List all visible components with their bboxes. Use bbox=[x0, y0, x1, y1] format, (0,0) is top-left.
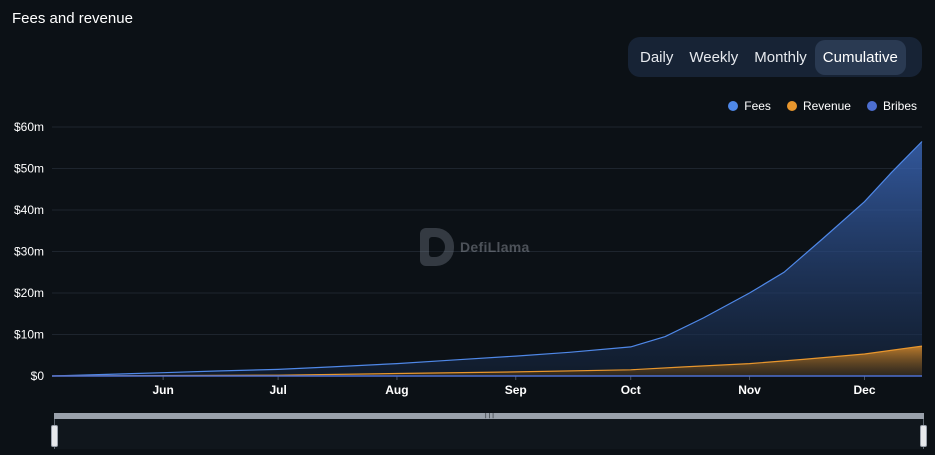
legend-dot-revenue bbox=[786, 101, 797, 111]
series-area-revenue bbox=[52, 346, 922, 376]
y-tick-label: $20m bbox=[14, 286, 44, 300]
zoom-preview-area[interactable] bbox=[54, 419, 924, 449]
tab-cumulative[interactable]: Cumulative bbox=[814, 39, 906, 75]
legend-label-bribes: Bribes bbox=[882, 99, 917, 113]
defillama-watermark: DefiLlama bbox=[420, 228, 530, 266]
legend-item-revenue[interactable]: Revenue bbox=[786, 99, 851, 113]
x-tick-label: Jul bbox=[269, 383, 286, 397]
y-tick-label: $10m bbox=[14, 328, 44, 342]
x-tick-label: Sep bbox=[505, 383, 527, 397]
zoom-grip-icon[interactable]: ||| bbox=[484, 412, 495, 419]
zoom-handle-left[interactable] bbox=[51, 425, 58, 447]
legend-label-fees: Fees bbox=[744, 99, 771, 113]
x-axis: Jun Jul Aug Sep Oct Nov Dec bbox=[152, 376, 876, 397]
y-axis: $0 $10m $20m $30m $40m $50m $60m bbox=[14, 120, 44, 383]
legend-dot-fees bbox=[728, 101, 739, 111]
y-tick-label: $30m bbox=[14, 245, 44, 259]
series-line-fees[interactable] bbox=[51, 141, 923, 377]
x-tick-label: Nov bbox=[738, 383, 761, 397]
y-tick-label: $0 bbox=[31, 369, 45, 383]
data-zoom-slider[interactable]: ||| bbox=[51, 413, 927, 449]
zoom-handle-right[interactable] bbox=[920, 425, 927, 447]
y-tick-label: $60m bbox=[14, 120, 44, 134]
tab-monthly[interactable]: Monthly bbox=[754, 48, 807, 66]
x-tick-label: Jun bbox=[152, 383, 173, 397]
chart-title: Fees and revenue bbox=[12, 10, 133, 27]
legend-label-revenue: Revenue bbox=[802, 99, 851, 113]
watermark-text: DefiLlama bbox=[460, 239, 530, 255]
legend-dot-bribes bbox=[866, 101, 877, 111]
y-tick-label: $50m bbox=[14, 162, 44, 176]
legend-item-fees[interactable]: Fees bbox=[728, 99, 771, 113]
zoom-range-bar[interactable]: ||| bbox=[54, 413, 924, 419]
chart-series bbox=[51, 141, 923, 377]
series-line-revenue[interactable] bbox=[51, 345, 923, 377]
tab-weekly[interactable]: Weekly bbox=[689, 48, 739, 66]
y-tick-label: $40m bbox=[14, 203, 44, 217]
legend-item-bribes[interactable]: Bribes bbox=[866, 99, 917, 113]
defillama-logo-icon bbox=[420, 228, 454, 266]
x-tick-label: Aug bbox=[385, 383, 408, 397]
chart-legend: Fees Revenue Bribes bbox=[728, 99, 917, 113]
x-tick-label: Oct bbox=[621, 383, 641, 397]
tab-daily[interactable]: Daily bbox=[640, 48, 674, 66]
period-tabs: Daily Weekly Monthly Cumulative bbox=[628, 37, 922, 77]
x-tick-label: Dec bbox=[854, 383, 876, 397]
